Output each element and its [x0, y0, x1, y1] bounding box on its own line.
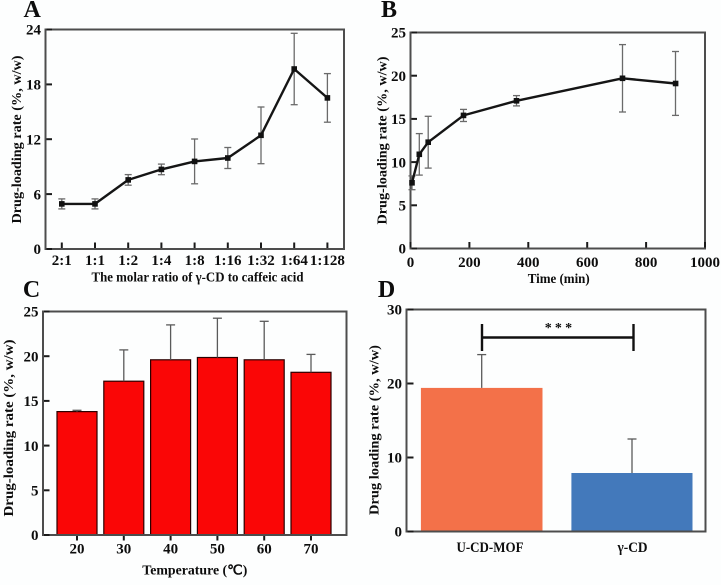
svg-text:20: 20	[70, 542, 85, 558]
svg-text:0: 0	[31, 528, 39, 544]
svg-text:20: 20	[387, 377, 402, 393]
svg-text:γ-CD: γ-CD	[617, 540, 648, 556]
svg-text:25: 25	[391, 26, 406, 42]
svg-text:50: 50	[210, 542, 225, 558]
svg-text:40: 40	[163, 542, 178, 558]
svg-text:0: 0	[399, 242, 407, 258]
svg-text:A: A	[24, 0, 42, 23]
svg-text:2:1: 2:1	[52, 253, 72, 269]
svg-text:B: B	[381, 0, 397, 23]
svg-text:Drug-loading rate (%, w/w): Drug-loading rate (%, w/w)	[10, 55, 25, 223]
svg-text:600: 600	[576, 255, 599, 271]
svg-text:***: ***	[545, 321, 576, 336]
svg-text:1:64: 1:64	[280, 253, 308, 269]
svg-text:0: 0	[395, 525, 403, 541]
svg-text:400: 400	[517, 255, 540, 271]
svg-text:12: 12	[26, 132, 41, 148]
svg-text:6: 6	[34, 187, 42, 203]
svg-text:Drug loading rate (%, w/w): Drug loading rate (%, w/w)	[368, 345, 383, 515]
svg-text:Drug-loading rate (%, w/w): Drug-loading rate (%, w/w)	[376, 56, 391, 224]
svg-text:18: 18	[26, 78, 41, 94]
svg-text:D: D	[378, 277, 395, 303]
svg-text:800: 800	[635, 255, 658, 271]
svg-text:U-CD-MOF: U-CD-MOF	[457, 540, 524, 556]
svg-text:10: 10	[24, 439, 39, 455]
svg-text:5: 5	[399, 199, 407, 215]
svg-text:15: 15	[24, 394, 39, 410]
svg-text:0: 0	[34, 242, 42, 258]
svg-text:1:1: 1:1	[85, 253, 105, 269]
svg-text:20: 20	[391, 69, 406, 85]
svg-text:5: 5	[31, 484, 39, 500]
svg-text:Temperature (℃): Temperature (℃)	[142, 564, 247, 579]
svg-text:24: 24	[26, 23, 42, 39]
svg-text:1:4: 1:4	[151, 253, 171, 269]
svg-text:15: 15	[391, 112, 406, 128]
svg-text:1:32: 1:32	[247, 253, 275, 269]
svg-text:Time (min): Time (min)	[528, 272, 590, 287]
svg-text:1:16: 1:16	[214, 253, 242, 269]
svg-text:30: 30	[116, 542, 131, 558]
svg-text:1000: 1000	[690, 255, 720, 271]
svg-text:30: 30	[387, 303, 402, 319]
svg-text:The molar ratio of γ-CD to caf: The molar ratio of γ-CD to caffeic acid	[92, 271, 304, 286]
svg-text:200: 200	[458, 255, 481, 271]
svg-text:10: 10	[387, 451, 402, 467]
svg-text:70: 70	[304, 542, 319, 558]
svg-text:25: 25	[24, 305, 39, 321]
svg-text:1:128: 1:128	[310, 253, 345, 269]
svg-text:10: 10	[391, 155, 406, 171]
svg-text:Drug-loading rate (%, w/w): Drug-loading rate (%, w/w)	[2, 339, 17, 516]
svg-text:1:8: 1:8	[185, 253, 205, 269]
svg-text:0: 0	[407, 255, 415, 271]
svg-text:1:2: 1:2	[118, 253, 138, 269]
svg-text:C: C	[23, 277, 40, 303]
svg-text:20: 20	[24, 349, 39, 365]
svg-text:60: 60	[257, 542, 272, 558]
